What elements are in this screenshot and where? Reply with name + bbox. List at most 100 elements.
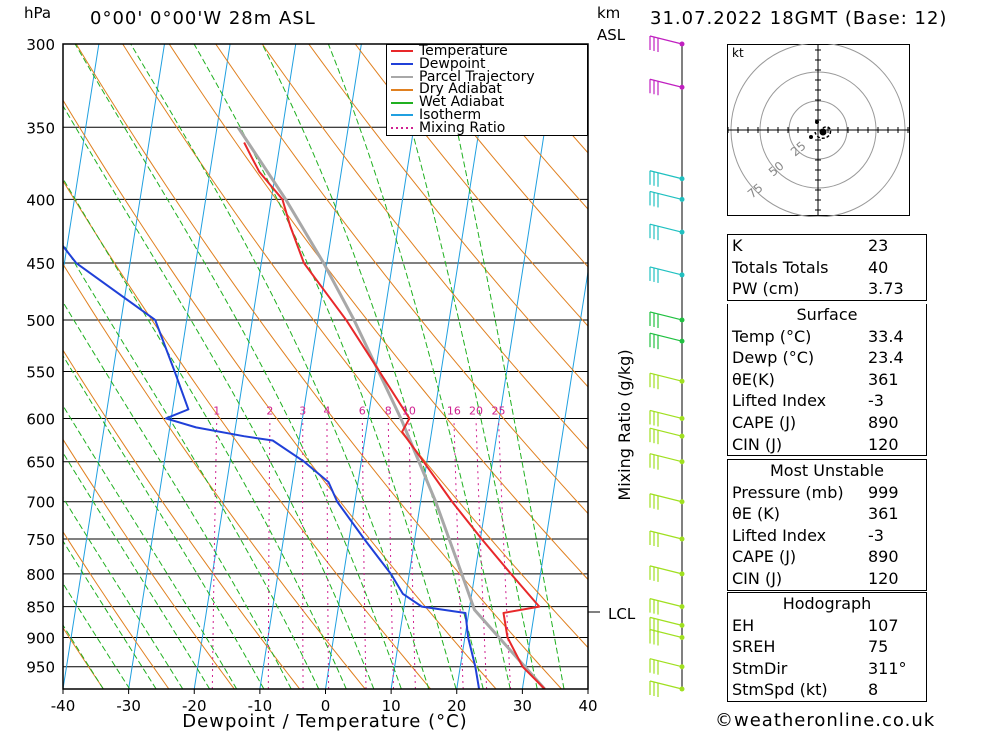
index-label: StmSpd (kt) (732, 680, 828, 700)
dry-adiabat-line (63, 438, 235, 689)
dry-adiabat-line (168, 44, 588, 581)
isotherm-line (456, 44, 559, 689)
pressure-tick-label: 700 (26, 494, 55, 512)
wind-barb (649, 332, 685, 350)
plot-frame (62, 43, 589, 690)
surface-title: Surface (796, 305, 858, 324)
mu-cin-row: CIN (J) 120 (728, 568, 926, 590)
isotherm-line (63, 44, 165, 689)
height-unit-label: km (597, 4, 621, 22)
index-value: 361 (868, 369, 899, 389)
index-label: StmDir (732, 658, 788, 678)
mixing-ratio-label: 10 (402, 404, 416, 417)
index-value: 23.4 (868, 348, 904, 368)
surface-li-row: Lifted Index -3 (728, 390, 926, 412)
mu-pressure-row: Pressure (mb) 999 (728, 482, 926, 504)
mixing-ratio-line (361, 418, 367, 689)
dry-adiabat-line (401, 44, 588, 268)
temp-tick-label: 30 (513, 697, 532, 715)
mixing-ratio-line (387, 418, 394, 689)
index-pw-row: PW (cm) 3.73 (728, 278, 926, 300)
index-value: 33.4 (868, 326, 904, 346)
index-label: Lifted Index (732, 525, 827, 545)
temperature-line (243, 142, 546, 689)
mixing-ratio-label: 16 (447, 404, 461, 417)
temp-tick-label: 0 (321, 697, 331, 715)
wind-barb (649, 409, 685, 427)
hodograph-point (809, 135, 813, 139)
legend-label: Parcel Trajectory (419, 68, 535, 85)
index-label: K (732, 236, 743, 255)
index-label: CAPE (J) (732, 412, 797, 432)
wind-barb (649, 616, 685, 634)
index-value: 999 (868, 482, 899, 502)
legend-label: Dry Adiabat (419, 81, 502, 98)
wind-barb (649, 170, 685, 187)
wet-adiabat-line (437, 44, 565, 689)
legend-label: Temperature (419, 43, 508, 59)
wet-adiabat-line (63, 404, 238, 689)
isotherm-line (521, 268, 588, 689)
copyright-icon: © (715, 710, 734, 731)
mixing-ratio-label: 4 (323, 404, 330, 417)
hodograph-stats-title: Hodograph (782, 594, 872, 613)
surface-temp-row: Temp (°C) 33.4 (728, 326, 926, 348)
dry-adiabat-line (308, 44, 588, 388)
dewpoint-line (63, 244, 481, 689)
legend-label: Wet Adiabat (419, 94, 505, 111)
mixing-ratio-label: 1 (213, 404, 220, 417)
legend-swatch (391, 88, 413, 91)
wind-barb (649, 427, 685, 445)
index-value: 40 (868, 257, 889, 277)
isotherm-line (390, 44, 494, 689)
surface-cape-row: CAPE (J) 890 (728, 412, 926, 434)
wet-adiabat-line (63, 242, 320, 689)
index-label: PW (cm) (732, 279, 800, 299)
index-label: SREH (732, 637, 776, 657)
wind-barb (649, 680, 685, 697)
index-value: 23 (868, 236, 889, 255)
pressure-tick-label: 600 (26, 410, 55, 428)
stmspd-row: StmSpd (kt) 8 (728, 679, 926, 701)
mu-li-row: Lifted Index -3 (728, 525, 926, 547)
wet-adiabat-line (63, 104, 375, 689)
index-label: CIN (J) (732, 434, 783, 454)
hodograph: kt 25 50 75 (727, 44, 910, 217)
mixing-ratio-label: 2 (266, 404, 273, 417)
legend-swatch (391, 127, 413, 130)
wind-barb (649, 628, 685, 646)
wet-adiabat-line (63, 177, 347, 689)
pressure-tick-label: 900 (26, 630, 55, 648)
most-unstable-title: Most Unstable (770, 461, 884, 480)
mixing-ratio-line (497, 418, 512, 689)
height-unit-sublabel: ASL (597, 26, 626, 44)
wind-barb (649, 223, 685, 241)
legend: Temperature Dewpoint Parcel Trajectory Dry … (386, 44, 588, 136)
wet-adiabat-line (130, 44, 430, 689)
legend-item: Mixing Ratio (387, 121, 587, 135)
dry-adiabat-line (63, 349, 301, 689)
index-label: Dewp (°C) (732, 348, 815, 368)
legend-item: Isotherm (387, 106, 587, 123)
wet-adiabat-line (193, 44, 457, 689)
mu-thetae-row: θE (K) 361 (728, 503, 926, 525)
dry-adiabat-line (63, 263, 366, 689)
mu-cape-row: CAPE (J) 890 (728, 546, 926, 568)
mixing-ratio-line (267, 418, 271, 689)
parcel-trajectory-line (236, 126, 546, 689)
footer-credit[interactable]: ©weatheronline.co.uk (715, 710, 935, 731)
dry-adiabat-line (63, 530, 170, 689)
sreh-row: SREH 75 (728, 636, 926, 658)
pressure-tick-label: 800 (26, 566, 55, 584)
legend-label: Dewpoint (419, 55, 486, 72)
temp-tick-label: 10 (382, 697, 401, 715)
legend-label: Isotherm (419, 106, 482, 123)
index-value: 120 (868, 568, 899, 588)
dry-adiabat-line (215, 44, 588, 515)
mixing-ratio-label: 25 (491, 404, 505, 417)
stmdir-row: StmDir 311° (728, 658, 926, 680)
wet-adiabat-line (327, 44, 511, 689)
mixing-ratio-line (475, 418, 488, 689)
wet-adiabat-line (63, 451, 211, 689)
